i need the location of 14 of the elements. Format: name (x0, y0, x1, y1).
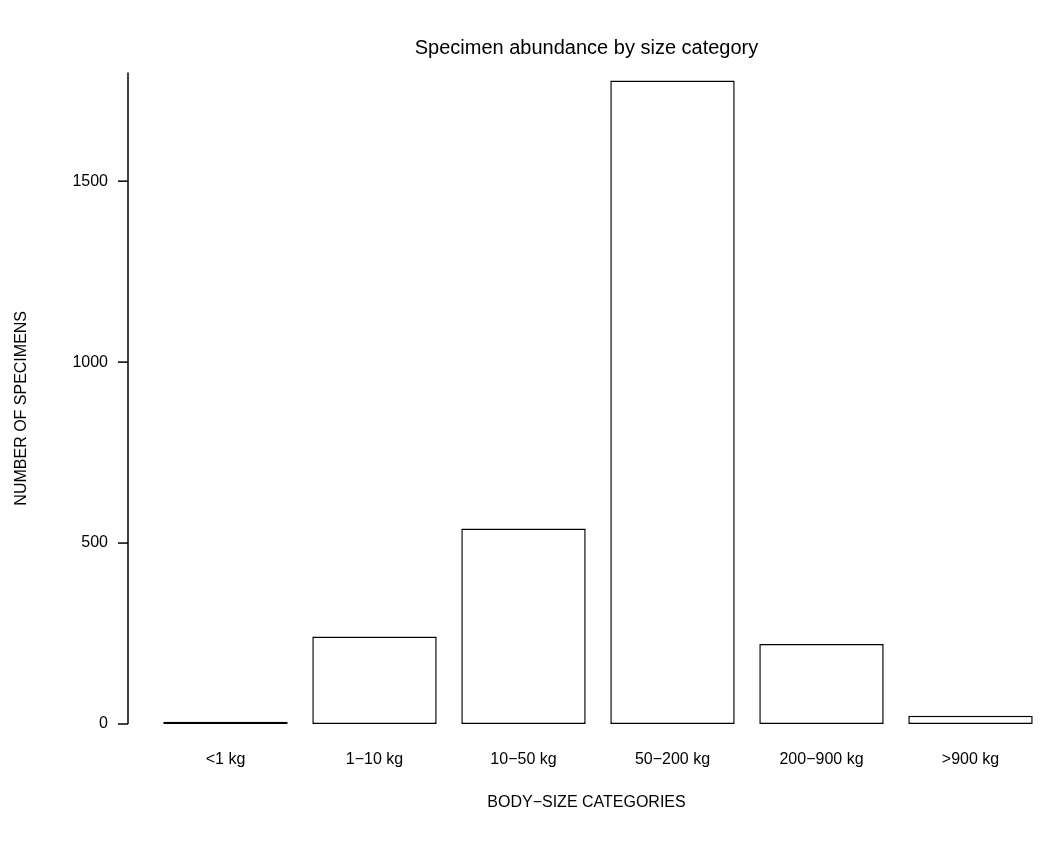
x-tick-label: <1 kg (205, 750, 246, 768)
y-tick-label: 1000 (72, 352, 109, 370)
x-tick-label: >900 kg (941, 750, 1000, 768)
y-tick-label: 0 (99, 714, 109, 732)
y-tick-label: 1500 (72, 171, 109, 189)
x-tick-label: 50−200 kg (634, 750, 711, 768)
y-tick-label: 500 (81, 533, 109, 551)
y-axis-title: NUMBER OF SPECIMENS (12, 310, 30, 506)
x-axis-title: BODY−SIZE CATEGORIES (487, 793, 686, 811)
x-tick-label: 10−50 kg (490, 750, 557, 768)
bar (163, 721, 288, 724)
chart-title: Specimen abundance by size category (414, 35, 759, 58)
x-tick-label: 200−900 kg (779, 750, 864, 768)
x-tick-label: 1−10 kg (345, 750, 404, 768)
